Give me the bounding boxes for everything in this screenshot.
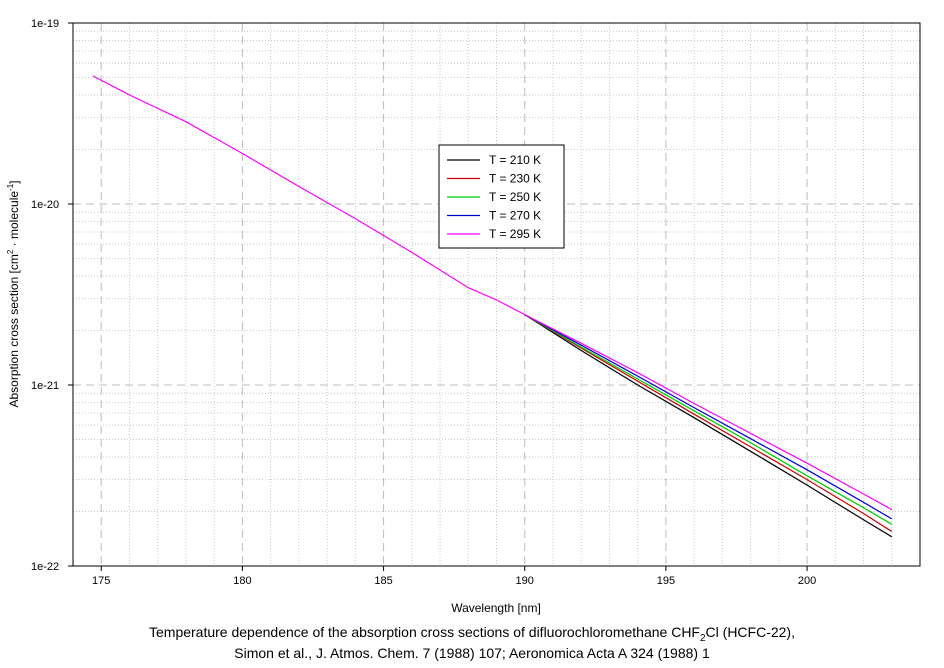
y-axis-label-sup-2: -1 <box>6 183 15 191</box>
x-tick-label: 190 <box>516 575 534 587</box>
y-tick-label: 1e-21 <box>31 380 59 392</box>
caption-line1-sub: 2 <box>699 632 706 644</box>
x-tick-label: 185 <box>374 575 392 587</box>
legend-label: T = 270 K <box>489 209 541 223</box>
series-line-4 <box>524 314 893 520</box>
series-lines <box>92 75 893 538</box>
series-line-1 <box>524 314 893 538</box>
x-tick-label: 180 <box>233 575 251 587</box>
y-axis-label-mid: · molecule <box>7 191 21 250</box>
figure-caption-line-2: Simon et al., J. Atmos. Chem. 7 (1988) 1… <box>234 645 710 661</box>
legend-label: T = 295 K <box>489 227 541 241</box>
minor-grid <box>72 23 921 566</box>
caption-line1-pre: Temperature dependence of the absorption… <box>149 624 700 640</box>
legend-items: T = 210 K T = 230 K T = 250 K T = 270 K T = … <box>447 153 541 241</box>
y-axis-label-end: ] <box>7 180 21 183</box>
y-axis-label: Absorption cross section [cm2 · molecule… <box>6 180 21 407</box>
legend: T = 210 K T = 230 K T = 250 K T = 270 K T = … <box>438 144 565 249</box>
x-tick-label: 200 <box>798 575 816 587</box>
caption-line1-post: Cl (HCFC-22), <box>705 624 795 640</box>
y-tick-label: 1e-22 <box>31 561 59 573</box>
y-axis-label-main: Absorption cross section [cm <box>7 254 21 407</box>
legend-label: T = 230 K <box>489 172 541 186</box>
y-tick-label: 1e-19 <box>31 18 59 30</box>
legend-label: T = 250 K <box>489 190 541 204</box>
x-tick-label: 195 <box>657 575 675 587</box>
series-line-3 <box>524 314 893 525</box>
chart: 175 180 185 190 195 200 1e-221e-211e-201e-19 … <box>6 18 921 615</box>
legend-label: T = 210 K <box>489 153 541 167</box>
y-tick-label: 1e-20 <box>31 199 59 211</box>
series-line-2 <box>524 314 893 533</box>
figure-caption-line-1: Temperature dependence of the absorption… <box>0 622 944 649</box>
x-tick-label: 175 <box>92 575 110 587</box>
x-axis: 175 180 185 190 195 200 <box>92 566 816 587</box>
plot-area <box>72 22 921 567</box>
y-axis-label-sup-1: 2 <box>6 249 15 254</box>
y-axis: 1e-22 1e-21 1e-20 1e-19 <box>31 18 73 573</box>
series-line-5 <box>92 75 893 511</box>
x-axis-label: Wavelength [nm] <box>451 601 541 615</box>
